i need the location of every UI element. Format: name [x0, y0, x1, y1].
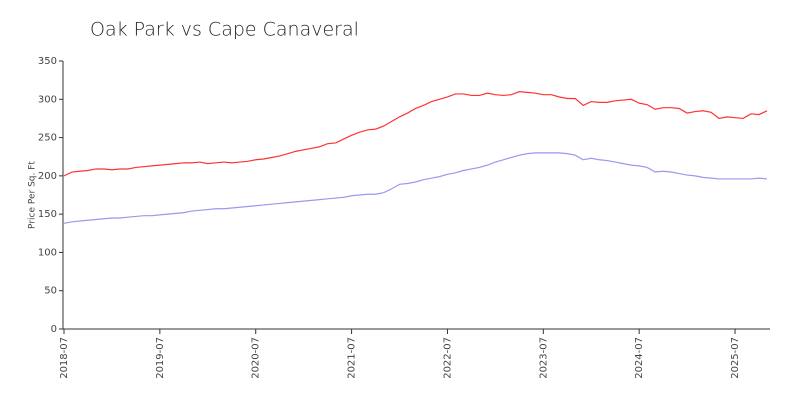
x-tick-label: 2024-07 [634, 337, 645, 379]
y-tick-label: 100 [38, 247, 57, 258]
y-tick-label: 200 [38, 171, 57, 182]
x-tick-label: 2022-07 [442, 337, 453, 379]
line [63, 91, 768, 177]
y-tick-label: 0 [51, 324, 57, 335]
y-tick-label: 300 [38, 94, 57, 105]
x-tick-label: 2018-07 [59, 337, 70, 379]
x-tick-label: 2025-07 [730, 337, 741, 379]
y-tick-label: 150 [38, 209, 57, 220]
chart-title: Oak Park vs Cape Canaveral [90, 19, 359, 41]
y-axis-label: Price Per Sq. Ft [28, 161, 38, 229]
x-tick-label: 2020-07 [251, 337, 262, 379]
x-tick-label: 2021-07 [347, 337, 358, 379]
y-tick-label: 350 [38, 56, 57, 67]
x-tick-label: 2019-07 [155, 337, 166, 379]
line [63, 152, 768, 224]
y-tick-label: 250 [38, 133, 57, 144]
y-tick-label: 50 [44, 286, 57, 297]
x-tick-label: 2023-07 [538, 337, 549, 379]
